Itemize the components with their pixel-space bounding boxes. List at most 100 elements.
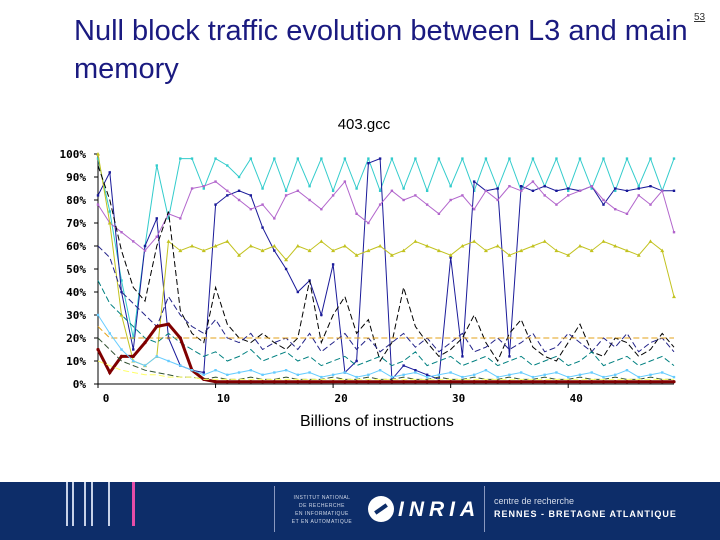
center-line: centre de recherche — [494, 496, 575, 506]
data-point — [296, 189, 300, 192]
data-point — [625, 189, 629, 192]
data-point — [390, 380, 394, 384]
slide-number[interactable]: 53 — [694, 12, 706, 23]
data-point — [119, 313, 124, 317]
data-point — [590, 187, 593, 190]
data-point — [308, 185, 311, 188]
data-point — [672, 231, 676, 234]
data-point — [449, 185, 452, 188]
inria-brand: INRIA — [398, 498, 481, 521]
series-line — [97, 153, 675, 367]
data-point — [461, 375, 464, 379]
data-point — [331, 189, 335, 192]
y-tick-label: 0% — [73, 378, 87, 391]
y-tick-label: 30% — [66, 309, 86, 322]
data-point — [190, 244, 195, 248]
data-point — [179, 217, 182, 220]
data-point — [402, 380, 406, 384]
data-point — [155, 324, 159, 329]
data-point — [331, 263, 335, 266]
data-point — [367, 157, 370, 160]
data-point — [143, 364, 147, 367]
data-point — [484, 157, 488, 160]
footer-separator — [484, 486, 485, 532]
data-point — [331, 194, 335, 197]
institute-text: INSTITUT NATIONAL DE RECHERCHE EN INFORM… — [291, 495, 353, 525]
data-point — [284, 369, 288, 372]
data-point — [566, 253, 571, 257]
y-tick-label: 50% — [66, 263, 86, 276]
data-point — [414, 157, 417, 160]
data-point — [437, 380, 441, 384]
data-point — [425, 244, 430, 248]
data-point — [273, 249, 276, 252]
data-point — [319, 239, 324, 243]
y-tick-label: 20% — [66, 332, 86, 345]
data-point — [237, 175, 241, 179]
data-point — [637, 194, 640, 197]
data-point — [214, 369, 217, 372]
series-line — [97, 360, 674, 380]
data-point — [320, 375, 323, 379]
data-point — [261, 226, 264, 229]
data-point — [566, 380, 570, 384]
data-point — [578, 157, 582, 160]
data-point — [590, 380, 594, 384]
data-point — [414, 194, 417, 197]
data-point — [402, 187, 405, 190]
data-point — [519, 371, 523, 374]
data-point — [202, 187, 205, 190]
data-point — [167, 359, 170, 363]
data-point — [273, 157, 276, 160]
y-tick-label: 70% — [66, 217, 86, 230]
y-tick-label: 80% — [66, 194, 86, 207]
data-point — [531, 189, 535, 192]
data-point — [320, 313, 323, 317]
data-point — [190, 187, 194, 190]
data-point — [449, 371, 452, 374]
data-point — [131, 354, 135, 358]
data-point — [178, 336, 182, 340]
data-point — [307, 248, 312, 253]
data-point — [378, 189, 382, 192]
slide-title: Null block traffic evolution between L3 … — [74, 15, 688, 85]
data-point — [319, 380, 323, 384]
data-point — [343, 380, 347, 384]
data-point — [355, 375, 358, 379]
data-point — [601, 380, 606, 384]
x-tick-label: 40 — [570, 392, 583, 405]
line-chart: 0% 10% 20% 30% 40% 50% 60% 70% 80% 90% 100% 0 10 20 30… — [60, 148, 676, 405]
data-point — [425, 203, 429, 206]
data-point — [108, 370, 112, 375]
data-point — [601, 239, 606, 243]
data-point — [472, 180, 476, 183]
data-point — [507, 380, 512, 384]
data-point — [613, 244, 618, 248]
data-point — [672, 380, 676, 384]
data-point — [637, 187, 640, 190]
data-point — [378, 203, 382, 206]
data-point — [155, 355, 158, 358]
y-tick-label: 100% — [60, 148, 87, 161]
data-point — [132, 348, 135, 351]
x-tick-label: 30 — [452, 392, 465, 405]
data-point — [496, 187, 499, 190]
data-point — [389, 253, 394, 257]
data-point — [437, 212, 441, 215]
data-point — [213, 380, 218, 384]
data-point — [167, 217, 170, 220]
series-line — [97, 180, 675, 252]
data-point — [108, 171, 111, 174]
data-point — [567, 194, 570, 197]
x-axis-label: Billions of instructions — [300, 413, 454, 430]
data-point — [355, 380, 359, 384]
data-point — [472, 208, 476, 211]
data-point — [178, 248, 183, 253]
data-point — [449, 380, 453, 384]
data-point — [214, 157, 217, 160]
series-line — [97, 165, 675, 363]
data-point — [613, 380, 617, 384]
data-point — [413, 380, 417, 384]
data-point — [273, 371, 276, 374]
data-point — [648, 239, 653, 243]
